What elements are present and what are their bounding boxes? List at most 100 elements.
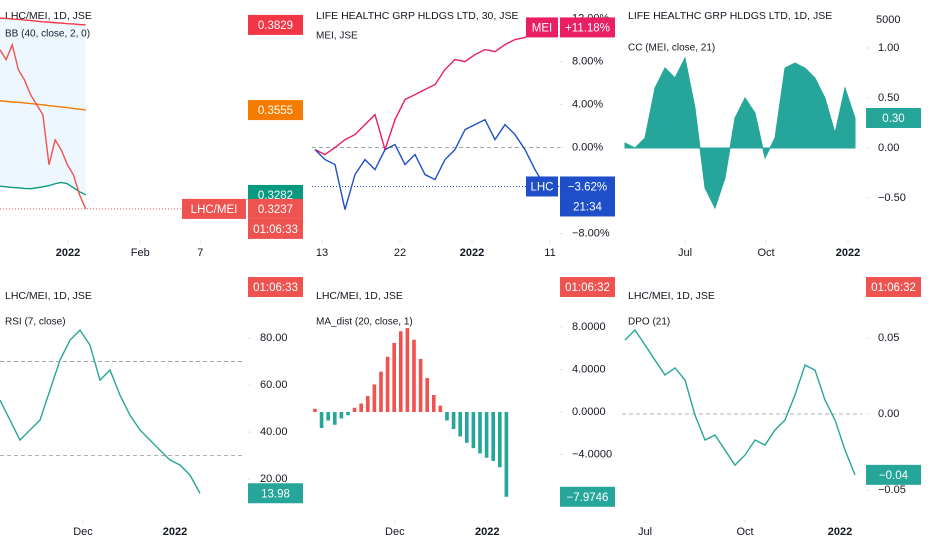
chart-subtitle: CC (MEI, close, 21) bbox=[628, 43, 715, 54]
y-tick-label: 0.50 bbox=[878, 92, 899, 104]
bar bbox=[379, 371, 383, 413]
series-time-bg bbox=[248, 218, 303, 239]
y-tick-label: −4.0000 bbox=[572, 448, 612, 460]
chart-subtitle: RSI (7, close) bbox=[5, 317, 66, 328]
bar bbox=[464, 412, 469, 443]
x-tick-label: 2022 bbox=[475, 526, 499, 538]
x-tick-label: Jul bbox=[678, 247, 692, 259]
last-value-label: 0.3555 bbox=[258, 105, 293, 117]
last-value-label: +11.18% bbox=[565, 22, 610, 34]
y-tick-label: 0.0000 bbox=[572, 406, 606, 418]
x-tick-label: Oct bbox=[757, 247, 774, 259]
series-line bbox=[0, 328, 201, 494]
y-tick-label: 80.00 bbox=[260, 332, 288, 344]
x-tick-label: 2022 bbox=[836, 247, 860, 259]
x-tick-label: 2022 bbox=[56, 247, 80, 259]
last-value-marker bbox=[560, 486, 615, 507]
x-tick-label: Dec bbox=[385, 526, 405, 538]
x-tick-label: 2022 bbox=[163, 526, 187, 538]
last-value-label: −7.9746 bbox=[567, 492, 609, 504]
y-tick-label: −0.05 bbox=[878, 484, 906, 496]
x-tick-label: 2022 bbox=[460, 247, 484, 259]
y-tick-label: 8.0000 bbox=[572, 321, 606, 333]
chart-title: LHC/MEI, 1D, JSE bbox=[628, 290, 715, 302]
series-line bbox=[314, 26, 546, 156]
series-name: LHC bbox=[530, 182, 553, 194]
bar bbox=[491, 412, 496, 461]
bar bbox=[405, 328, 410, 413]
bar bbox=[319, 412, 324, 428]
chart-time-bg bbox=[560, 277, 615, 297]
series-name: LHC/MEI bbox=[191, 204, 238, 216]
x-tick-label: 11 bbox=[544, 247, 555, 259]
last-value-marker bbox=[866, 464, 921, 485]
x-tick-label: Dec bbox=[73, 526, 93, 538]
last-value-marker bbox=[560, 17, 615, 38]
chart-subtitle: DPO (21) bbox=[628, 317, 670, 328]
bar bbox=[412, 339, 416, 413]
x-tick-label: Oct bbox=[736, 526, 753, 538]
series-name: MEI bbox=[532, 22, 552, 34]
last-value-marker bbox=[248, 100, 303, 121]
y-tick-label: 0.05 bbox=[878, 332, 899, 344]
series-line bbox=[314, 118, 546, 210]
bar bbox=[385, 356, 390, 413]
y-tick-label: 0.00% bbox=[572, 141, 603, 153]
series-line bbox=[0, 100, 86, 111]
bar bbox=[438, 405, 443, 413]
chart-title: LHC/MEI, 1D, JSE bbox=[5, 10, 92, 22]
x-tick-label: Jul bbox=[638, 526, 652, 538]
bar bbox=[484, 412, 489, 458]
chart-time-bg bbox=[866, 277, 921, 297]
y-tick-label: 4.0000 bbox=[572, 363, 606, 375]
band-fill bbox=[0, 18, 86, 195]
chart-time-bg bbox=[248, 277, 303, 297]
y-tick-label: 1.00 bbox=[878, 42, 899, 54]
bar bbox=[392, 342, 396, 413]
x-tick-label: 22 bbox=[394, 247, 406, 259]
chart-time: 01:06:33 bbox=[253, 282, 298, 294]
bar bbox=[431, 395, 436, 413]
x-tick-label: Feb bbox=[131, 247, 150, 259]
chart-title: LIFE HEALTHC GRP HLDGS LTD, 30, JSE bbox=[316, 10, 518, 22]
bar bbox=[326, 412, 330, 421]
last-value-marker bbox=[866, 108, 921, 128]
y-tick-label: 60.00 bbox=[260, 379, 288, 391]
series-area bbox=[624, 56, 856, 210]
y-tick-label: 0.00 bbox=[878, 142, 899, 154]
y-tick-label: 20.00 bbox=[260, 473, 288, 485]
last-value-label: −0.04 bbox=[879, 470, 909, 482]
bar bbox=[313, 408, 317, 413]
bar bbox=[359, 403, 363, 413]
y-tick-label: −0.50 bbox=[878, 192, 906, 204]
x-tick-label: 13 bbox=[316, 247, 328, 259]
x-tick-label: 2022 bbox=[828, 526, 852, 538]
bar bbox=[398, 331, 403, 413]
series-time-bg bbox=[560, 196, 615, 217]
series-name-bg bbox=[526, 17, 558, 38]
series-time: 21:34 bbox=[573, 202, 602, 214]
last-value-marker bbox=[248, 198, 303, 219]
x-tick-label: 7 bbox=[197, 247, 203, 259]
chart-title: LIFE HEALTHC GRP HLDGS LTD, 1D, JSE bbox=[628, 10, 832, 22]
bar bbox=[458, 412, 463, 437]
last-value-label: 0.30 bbox=[882, 113, 904, 125]
bar bbox=[365, 396, 370, 413]
chart-subtitle: MA_dist (20, close, 1) bbox=[316, 317, 413, 328]
last-value-label: −3.62% bbox=[568, 182, 607, 194]
last-value-label: 0.3237 bbox=[258, 204, 293, 216]
series-line bbox=[0, 17, 86, 26]
bar bbox=[339, 412, 344, 419]
bar bbox=[425, 378, 430, 413]
bar bbox=[418, 358, 423, 413]
chart-subtitle: MEI, JSE bbox=[316, 31, 358, 42]
y-tick-label: −8.00% bbox=[572, 227, 610, 239]
chart-time: 01:06:32 bbox=[871, 282, 916, 294]
y-tick-label: 40.00 bbox=[260, 426, 288, 438]
y-tick-label: 8.00% bbox=[572, 55, 603, 67]
axis-top-label: 5000 bbox=[876, 14, 900, 26]
last-value-marker bbox=[248, 483, 303, 504]
bar bbox=[478, 412, 482, 454]
bar bbox=[451, 412, 456, 430]
